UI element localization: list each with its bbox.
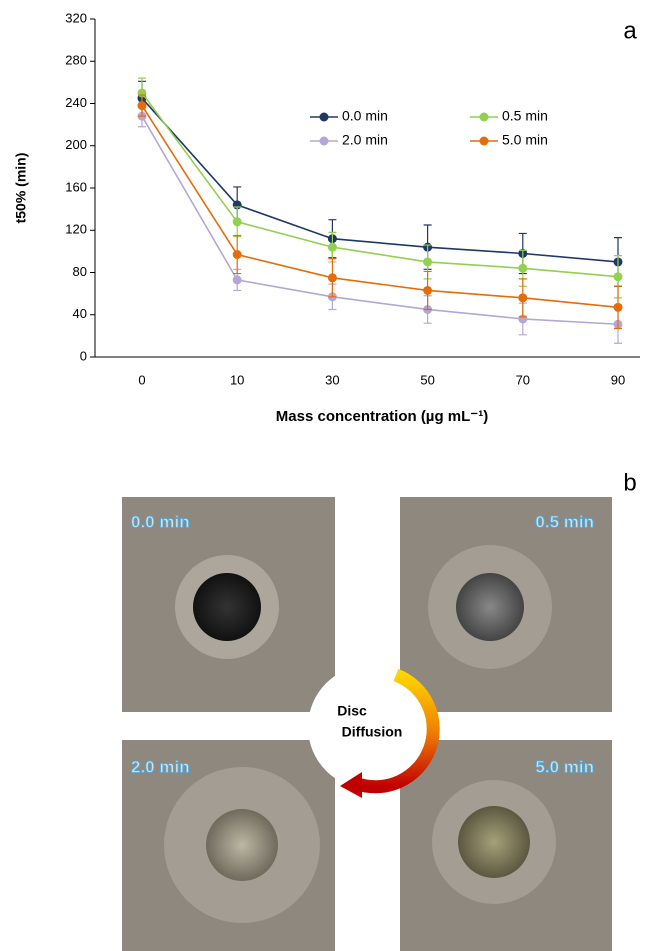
y-tick-label: 40	[73, 306, 87, 321]
legend-label: 0.5 min	[502, 108, 548, 124]
disc	[456, 573, 524, 641]
point	[232, 250, 242, 260]
y-axis-title: t50% (min)	[13, 153, 29, 224]
x-tick-label: 10	[230, 372, 244, 387]
tile-label: 0.5 min	[535, 512, 594, 531]
y-tick-label: 280	[65, 53, 87, 68]
legend-label: 2.0 min	[342, 132, 388, 148]
point	[423, 285, 433, 295]
legend-marker	[479, 136, 489, 146]
y-tick-label: 120	[65, 222, 87, 237]
disc	[193, 573, 261, 641]
tile-label: 2.0 min	[131, 757, 190, 776]
point	[423, 257, 433, 267]
point	[613, 272, 623, 282]
x-tick-label: 70	[516, 372, 530, 387]
tile-label: 5.0 min	[535, 757, 594, 776]
legend-label: 0.0 min	[342, 108, 388, 124]
y-tick-label: 320	[65, 10, 87, 25]
point	[518, 263, 528, 273]
point	[613, 302, 623, 312]
x-tick-label: 90	[611, 372, 625, 387]
panel-label: b	[623, 469, 636, 496]
arrow-arc	[352, 668, 440, 794]
tile-label: 0.0 min	[131, 512, 190, 531]
y-tick-label: 200	[65, 137, 87, 152]
y-tick-label: 0	[80, 348, 87, 363]
legend-marker	[319, 136, 329, 146]
point	[518, 293, 528, 303]
center-circle	[308, 665, 432, 789]
point	[232, 275, 242, 285]
point	[327, 273, 337, 283]
x-tick-label: 50	[420, 372, 434, 387]
legend-marker	[479, 112, 489, 122]
y-tick-label: 160	[65, 179, 87, 194]
point	[232, 217, 242, 227]
x-tick-label: 0	[138, 372, 145, 387]
center-label: Diffusion	[342, 724, 403, 740]
series-line	[141, 92, 619, 278]
arrow-head	[340, 772, 362, 798]
x-tick-label: 30	[325, 372, 339, 387]
point	[327, 242, 337, 252]
x-axis-title: Mass concentration (µg mL⁻¹)	[276, 408, 488, 425]
disc	[458, 806, 530, 878]
y-tick-label: 240	[65, 95, 87, 110]
series-line	[141, 105, 619, 309]
legend-label: 5.0 min	[502, 132, 548, 148]
series-line	[141, 115, 619, 326]
photo-panel: 0.0 min 0.5 min 2.0 min 5.0 min Disc Dif…	[122, 497, 612, 951]
disc	[206, 809, 278, 881]
series-line	[141, 97, 619, 263]
y-tick-label: 80	[73, 264, 87, 279]
panel-label: a	[623, 17, 637, 44]
legend-marker	[319, 112, 329, 122]
point	[137, 101, 147, 111]
center-label: Disc	[337, 703, 367, 719]
